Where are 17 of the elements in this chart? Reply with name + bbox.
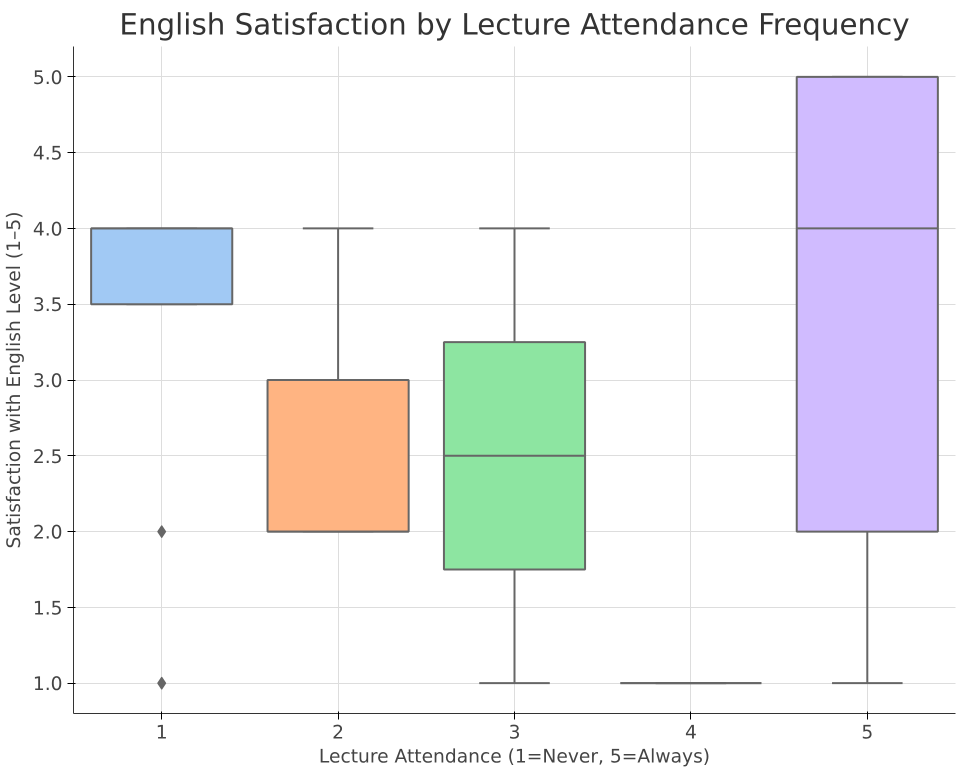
x-tick-label: 3 (508, 722, 520, 744)
y-tick-label: 4.5 (32, 144, 62, 165)
x-tick-label: 5 (861, 722, 874, 744)
y-tick-label: 2.0 (32, 522, 62, 544)
y-tick-label: 3.0 (32, 371, 62, 392)
x-axis-title: Lecture Attendance (1=Never, 5=Always) (318, 746, 710, 768)
y-tick-label: 1.0 (32, 674, 62, 696)
y-tick-label: 3.5 (32, 295, 62, 316)
y-tick-label: 2.5 (32, 446, 62, 468)
chart-title: English Satisfaction by Lecture Attendance Frequency (119, 8, 910, 42)
y-axis-title: Satisfaction with English Level (1–5) (4, 211, 25, 549)
x-tick-label: 4 (684, 722, 697, 744)
y-tick-label: 1.5 (32, 598, 62, 620)
y-tick-label: 4.0 (32, 219, 62, 240)
y-tick-label: 5.0 (32, 68, 62, 89)
x-tick-label: 2 (332, 722, 344, 744)
x-tick-label: 1 (156, 722, 168, 744)
